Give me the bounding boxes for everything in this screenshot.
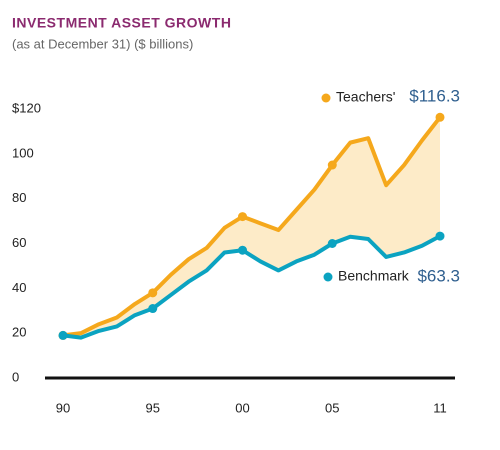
series-line [62,116,442,338]
end-label: $63.3 [417,266,460,285]
y-tick-label: $120 [12,100,41,115]
point [148,304,158,314]
y-tick-label: 100 [12,145,34,160]
fill-between [63,117,440,338]
point [238,245,248,255]
y-tick-label: 20 [12,325,26,340]
point [327,160,337,170]
legend-marker [321,93,331,103]
legend-marker [323,272,333,282]
x-tick-label: 11 [433,400,447,415]
chart-title: INVESTMENT ASSET GROWTH [12,15,231,31]
x-tick-label: 90 [56,400,70,415]
legend-label: Teachers' [336,89,395,105]
point [238,212,248,222]
y-tick-label: 80 [12,190,26,205]
point [148,288,158,298]
series-line [62,234,441,340]
x-tick-label: 05 [325,400,339,415]
x-tick-label: 95 [146,400,160,415]
point [435,112,445,122]
point [58,330,68,340]
point [327,239,337,248]
y-tick-label: 40 [12,280,26,295]
chart-subtitle: (as at December 31) ($ billions) [12,36,193,51]
legend-label: Benchmark [338,268,410,284]
point [435,231,445,241]
y-tick-label: 0 [12,369,19,384]
y-tick-label: 60 [12,235,26,250]
x-tick-label: 00 [235,400,249,415]
end-label: $116.3 [409,86,460,105]
